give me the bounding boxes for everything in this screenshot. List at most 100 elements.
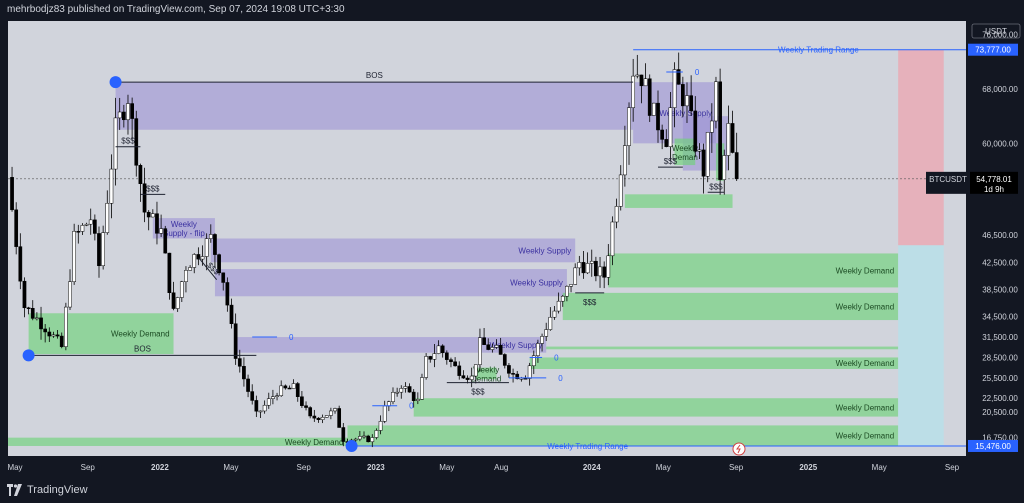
candle-body (623, 145, 627, 176)
candle-body (22, 280, 27, 309)
candle-body (163, 228, 168, 254)
demand-zone-label: Weekly Demand (111, 330, 170, 339)
candle (486, 338, 491, 351)
candle-body (635, 74, 640, 77)
candle-body (175, 297, 180, 309)
candle (113, 97, 118, 186)
candle (614, 198, 619, 229)
publish-header: mehrbodjz83 published on TradingView.com… (7, 4, 345, 15)
candle-body (184, 270, 188, 282)
price-tick-label: 34,500.00 (982, 313, 1018, 322)
candle (635, 54, 640, 79)
candle (250, 384, 255, 405)
candle-body (577, 262, 582, 269)
candle (291, 379, 296, 389)
candle (242, 357, 246, 387)
demand-zone (608, 253, 899, 288)
candle-body (403, 386, 408, 389)
candle-body (353, 438, 358, 441)
price-axis (966, 21, 1024, 456)
candle-body (697, 149, 702, 152)
brand-label: TradingView (27, 484, 88, 496)
candle-body (614, 206, 619, 223)
candle (72, 223, 77, 285)
time-tick-label: May (223, 463, 238, 472)
candle-body (59, 335, 64, 347)
candle (76, 224, 81, 244)
candle (544, 322, 549, 342)
candle (109, 154, 114, 219)
candle-body (469, 375, 474, 380)
candle (424, 353, 428, 380)
candle (664, 129, 669, 148)
candle (432, 343, 437, 368)
candle-body (370, 437, 375, 443)
candle-body (714, 81, 718, 122)
candle-body (639, 74, 644, 87)
candle-body (730, 123, 735, 153)
candle-body (246, 378, 250, 392)
candle (35, 312, 39, 321)
lightning-icon (736, 444, 741, 454)
candle (403, 382, 408, 393)
candle-body (494, 344, 499, 348)
candle (217, 253, 221, 276)
candle-body (324, 415, 329, 418)
candle-body (341, 427, 346, 442)
trading-range-label: Weekly Trading Range (547, 442, 628, 451)
liquidity-label: $$$ (471, 388, 485, 397)
candle (718, 68, 722, 195)
candle (295, 381, 300, 402)
currency-box (971, 23, 1021, 39)
candle-body (208, 234, 213, 239)
candle (167, 252, 172, 300)
time-tick-label: 2022 (151, 463, 169, 472)
time-tick-label: Aug (494, 463, 508, 472)
candle (560, 294, 565, 307)
candle-body (279, 385, 284, 396)
candle (689, 75, 693, 116)
candle-body (482, 337, 486, 345)
candle-body (420, 377, 424, 400)
currency-label: USDT (985, 27, 1007, 36)
candle (196, 247, 201, 266)
candle (527, 362, 532, 386)
candle-body (652, 102, 656, 116)
candle (436, 340, 441, 355)
tradingview-logo[interactable]: TradingView (7, 484, 88, 496)
symbol-tag (926, 171, 970, 194)
candle-body (93, 219, 97, 234)
candle (697, 143, 702, 160)
candle (627, 102, 631, 165)
candle-body (196, 254, 201, 260)
candle (482, 327, 486, 345)
liquidity-annotation-line (198, 257, 218, 281)
candle-body (26, 307, 31, 310)
candle (362, 431, 366, 439)
candle (660, 124, 664, 150)
candle (705, 132, 710, 183)
candle (142, 167, 147, 223)
candle-body (47, 331, 52, 337)
time-tick-label: May (7, 463, 22, 472)
candle (84, 222, 89, 227)
candle (610, 216, 615, 266)
candle-body (709, 120, 714, 133)
candle (171, 281, 176, 311)
candle-body (701, 149, 706, 177)
demand-zone-label: Deman (672, 153, 698, 162)
candle (647, 74, 652, 122)
supply-zone-label: Weekly Supply (518, 246, 571, 255)
candle (709, 103, 714, 153)
candle-body (308, 407, 313, 417)
candle-body (544, 329, 549, 337)
demand-zone-label: Weekly Demand (285, 438, 344, 447)
candle-body (320, 417, 325, 420)
supply-zone-label: Weekly Supply (510, 279, 563, 288)
candle-body (449, 359, 453, 363)
demand-zone (674, 138, 696, 166)
candle (150, 209, 155, 218)
candle (333, 407, 337, 414)
bos-label: BOS (134, 344, 151, 353)
